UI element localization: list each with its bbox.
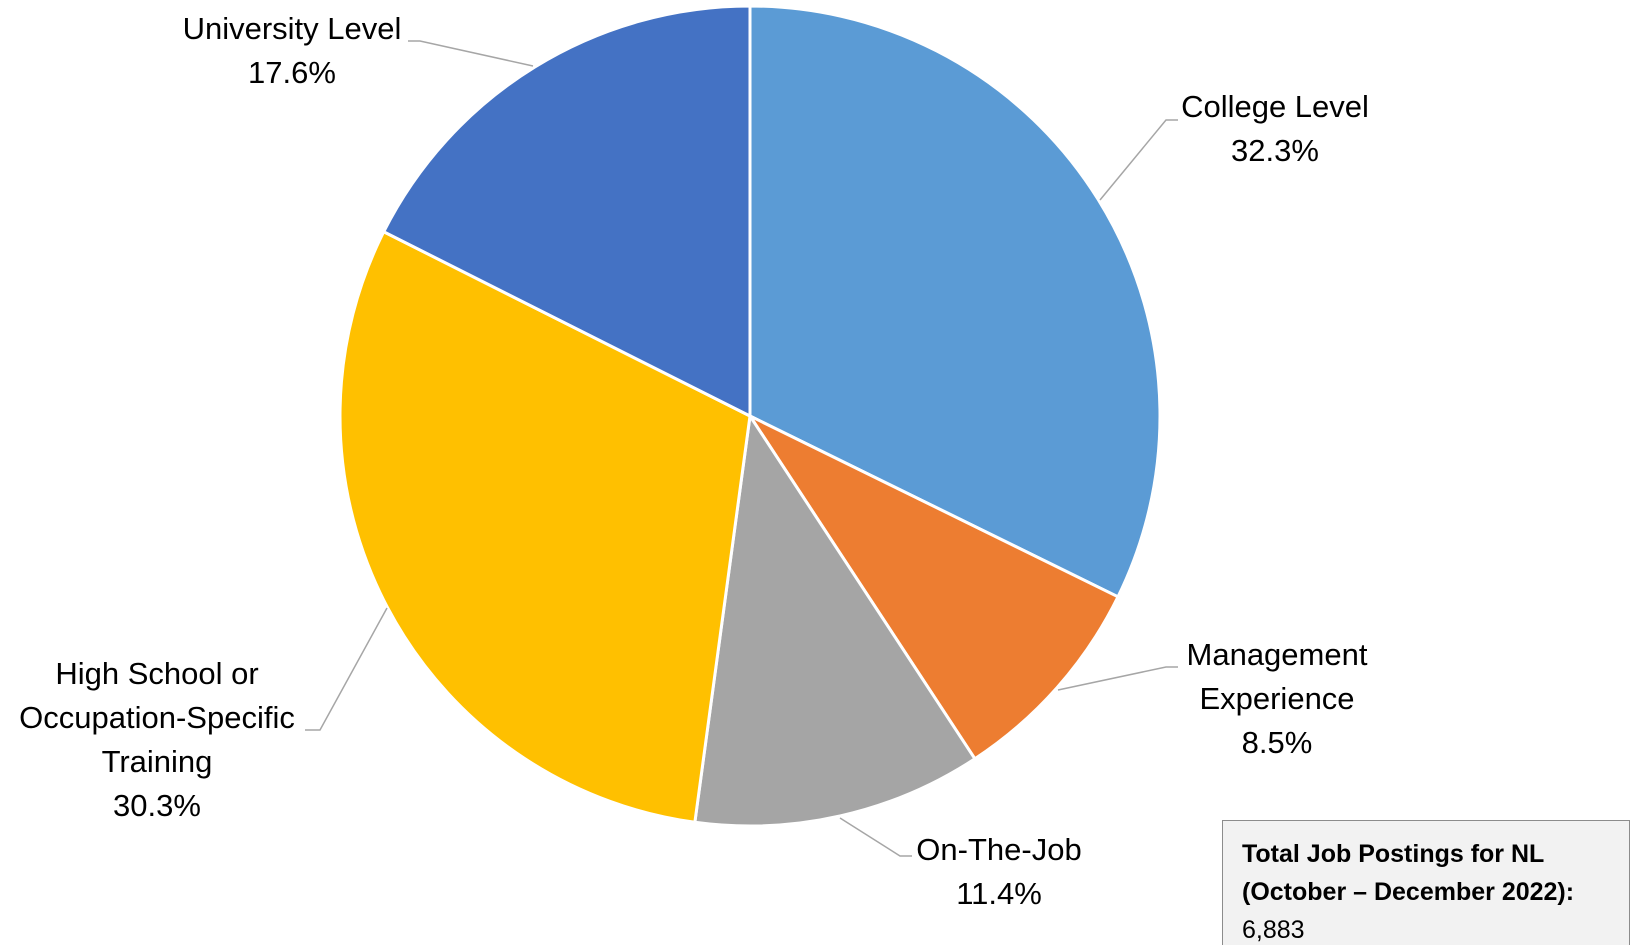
leader-line-college-level xyxy=(1099,119,1178,201)
data-label-category-high-school-or-occupation-specific-training: Occupation-Specific xyxy=(19,700,295,735)
leader-line-on-the-job xyxy=(839,817,912,857)
total-job-postings-box: Total Job Postings for NL (October – Dec… xyxy=(1222,820,1630,945)
pie-slice-management-experience xyxy=(748,414,1120,761)
pie-slices xyxy=(338,4,1162,828)
leader-line-high-school-or-occupation-specific-training xyxy=(305,607,388,731)
data-label-category-college-level: College Level xyxy=(1181,89,1369,124)
total-box-value: 6,883 xyxy=(1242,916,1305,944)
total-box-title-line2: (October – December 2022): xyxy=(1242,878,1575,906)
data-label-value-high-school-or-occupation-specific-training: 30.3% xyxy=(113,788,201,823)
data-label-category-high-school-or-occupation-specific-training: High School or xyxy=(55,656,258,691)
leader-lines xyxy=(305,40,1178,857)
data-label-value-on-the-job: 11.4% xyxy=(956,876,1042,911)
leader-line-management-experience xyxy=(1057,666,1178,691)
data-label-value-university-level: 17.6% xyxy=(248,55,336,90)
data-label-category-management-experience: Management xyxy=(1187,637,1368,672)
data-label-category-high-school-or-occupation-specific-training: Training xyxy=(102,744,213,779)
pie-slice-college-level xyxy=(748,4,1162,599)
pie-slice-on-the-job xyxy=(693,414,977,828)
leader-line-university-level xyxy=(408,40,534,67)
data-label-category-university-level: University Level xyxy=(183,11,402,46)
data-label-category-management-experience: Experience xyxy=(1199,681,1354,716)
pie-slice-university-level xyxy=(382,4,752,418)
slice-labels: College Level 32.3% Management Experience 8.… xyxy=(19,11,1369,911)
data-label-value-management-experience: 8.5% xyxy=(1242,725,1313,760)
data-label-value-college-level: 32.3% xyxy=(1231,133,1319,168)
data-label-category-on-the-job: On-The-Job xyxy=(916,832,1081,867)
pie-slice-high-school-or-occupation-specific-training xyxy=(338,230,752,824)
total-box-title-line1: Total Job Postings for NL xyxy=(1242,840,1545,868)
